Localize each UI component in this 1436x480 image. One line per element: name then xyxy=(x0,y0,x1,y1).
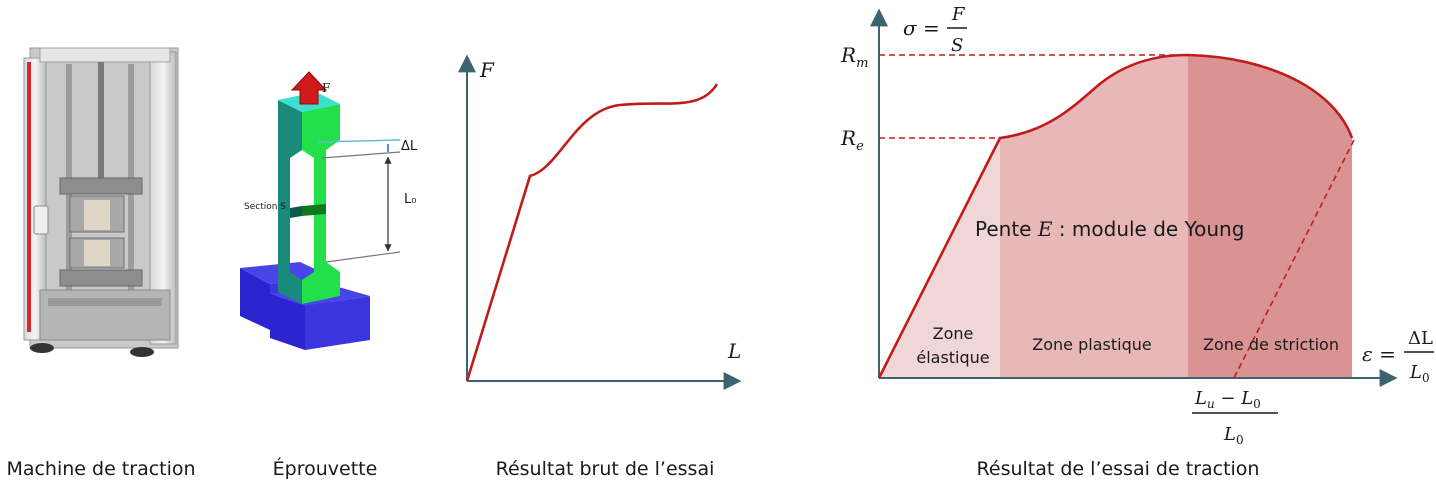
caption-specimen: Éprouvette xyxy=(273,457,378,480)
zone-striction-area xyxy=(1188,55,1352,378)
lu-numerator: Lu − L0 xyxy=(1194,388,1261,411)
caption-machine: Machine de traction xyxy=(6,458,195,480)
zone-striction-label: Zone de striction xyxy=(1203,335,1339,354)
caption-raw-result: Résultat brut de l’essai xyxy=(496,458,715,480)
zone-elastic-label-line1: Zone xyxy=(933,324,974,343)
rm-label: Rm xyxy=(840,43,868,71)
zone-plastic-area xyxy=(1000,55,1188,378)
stress-strain-chart: σ = F S Rm Re Pente E : module de Young … xyxy=(840,4,1434,447)
sigma-denominator: S xyxy=(951,35,963,56)
slope-annotation: Pente E : module de Young xyxy=(975,217,1244,241)
l0-label: L₀ xyxy=(404,192,416,207)
stress-strain-curve xyxy=(877,53,1354,379)
zone-plastic-label: Zone plastique xyxy=(1032,335,1151,354)
raw-x-label: L xyxy=(727,339,741,363)
raw-force-curve xyxy=(465,83,719,382)
caption-traction-result: Résultat de l’essai de traction xyxy=(977,458,1260,480)
section-label: Section S xyxy=(244,202,286,212)
lu-denominator: L0 xyxy=(1223,424,1244,447)
sigma-numerator: F xyxy=(951,4,966,25)
epsilon-denominator: L0 xyxy=(1409,362,1430,385)
specimen-illustration: F ΔL L₀ Section S xyxy=(240,71,418,350)
epsilon-numerator: ΔL xyxy=(1408,328,1433,349)
delta-l-label: ΔL xyxy=(401,139,418,154)
zone-elastic-label-line2: élastique xyxy=(916,348,989,367)
force-label: F xyxy=(322,81,330,95)
sigma-lhs: σ = xyxy=(903,16,940,40)
re-label: Re xyxy=(840,126,864,154)
raw-result-chart: F L xyxy=(458,54,742,390)
epsilon-lhs: ε = xyxy=(1362,342,1396,366)
unload-dashed-line xyxy=(1233,139,1355,379)
tensile-machine-illustration xyxy=(23,47,179,357)
raw-y-label: F xyxy=(479,58,495,82)
